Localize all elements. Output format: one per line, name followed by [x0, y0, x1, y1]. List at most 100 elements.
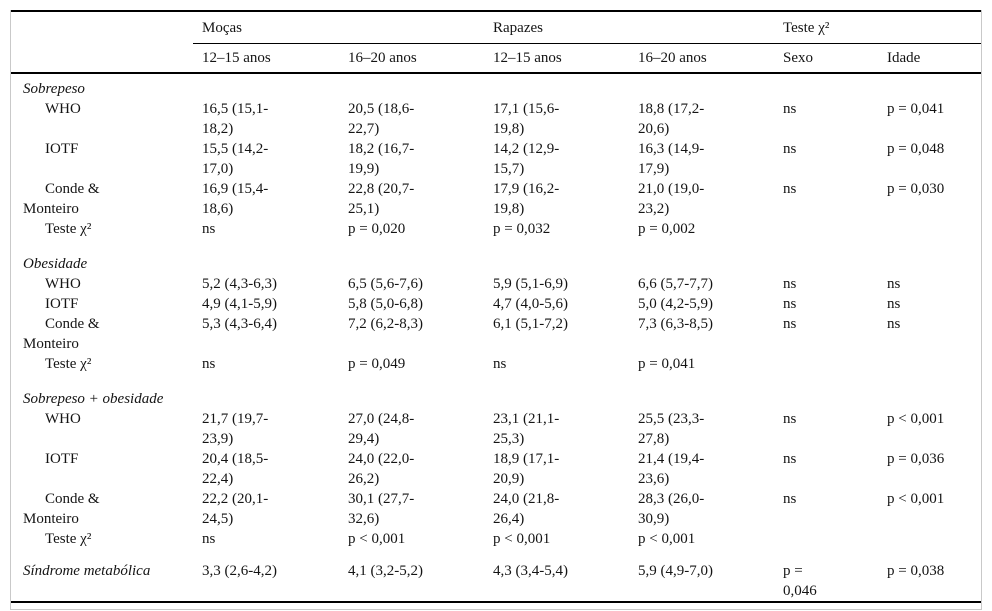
data-cell: 5,0 (4,2-5,9) — [638, 296, 713, 312]
col-header-rapazes-16-20: 16–20 anos — [629, 43, 775, 74]
group-header-row: Moças Rapazes Teste χ² — [11, 11, 982, 44]
data-cell: 5,8 (5,0-6,8) — [348, 296, 423, 312]
corner-cell — [11, 11, 193, 44]
data-cell: 14,2 (12,9- 15,7) — [493, 141, 560, 177]
data-cell: 18,8 (17,2- 20,6) — [638, 101, 705, 137]
data-cell: p = 0,030 — [887, 181, 945, 197]
data-cell — [193, 249, 339, 274]
data-cell: p < 0,001 — [493, 531, 551, 547]
row-label: WHO — [45, 411, 81, 427]
table-row-conde-monteiro: Conde & Monteiro 5,3 (4,3-6,4) 7,2 (6,2-… — [11, 314, 981, 354]
data-cell — [774, 219, 878, 249]
data-cell: p < 0,001 — [348, 531, 406, 547]
data-cell: 4,9 (4,1-5,9) — [202, 296, 277, 312]
data-cell: ns — [783, 411, 797, 427]
table-container: Moças Rapazes Teste χ² 12–15 anos 16–20 … — [10, 10, 982, 610]
data-cell: 4,1 (3,2-5,2) — [348, 563, 423, 579]
table-row-obesidade: Obesidade — [11, 249, 981, 274]
data-cell: ns — [783, 141, 797, 157]
sub-header-row: 12–15 anos 16–20 anos 12–15 anos 16–20 a… — [11, 43, 982, 74]
col-header-idade: Idade — [878, 43, 982, 74]
data-cell: ns — [783, 316, 797, 332]
data-cell: 7,2 (6,2-8,3) — [348, 316, 423, 332]
data-cell: 16,3 (14,9- 17,9) — [638, 141, 705, 177]
data-cell: 27,0 (24,8- 29,4) — [348, 411, 415, 447]
col-header-mocas-16-20: 16–20 anos — [339, 43, 484, 74]
table-row-iotf: IOTF 15,5 (14,2- 17,0) 18,2 (16,7- 19,9)… — [11, 139, 981, 179]
data-cell: 16,9 (15,4- 18,6) — [202, 181, 269, 217]
data-cell: p = 0,041 — [887, 101, 945, 117]
data-cell: 24,0 (21,8- 26,4) — [493, 491, 560, 527]
data-cell: 21,0 (19,0- 23,2) — [638, 181, 705, 217]
data-cell: 17,9 (16,2- 19,8) — [493, 181, 560, 217]
data-cell: 15,5 (14,2- 17,0) — [202, 141, 269, 177]
data-cell — [774, 249, 878, 274]
data-cell: p = 0,049 — [348, 356, 406, 372]
data-cell — [629, 73, 774, 99]
table-row-who: WHO 21,7 (19,7- 23,9) 27,0 (24,8- 29,4) … — [11, 409, 981, 449]
data-cell: ns — [887, 316, 901, 332]
data-cell — [774, 384, 878, 409]
row-label: IOTF — [45, 141, 79, 157]
row-label: WHO — [45, 101, 81, 117]
col-header-mocas-12-15: 12–15 anos — [193, 43, 339, 74]
data-cell — [484, 73, 629, 99]
data-cell — [339, 249, 484, 274]
data-cell: p = 0,020 — [348, 221, 406, 237]
data-cell — [484, 384, 629, 409]
row-label: Teste χ² — [45, 356, 92, 372]
data-cell: 18,9 (17,1- 20,9) — [493, 451, 560, 487]
data-cell — [878, 73, 981, 99]
row-label: Conde & Monteiro — [23, 491, 100, 527]
data-cell: ns — [887, 296, 901, 312]
data-cell: p = 0,038 — [887, 563, 945, 579]
row-label: Teste χ² — [45, 531, 92, 547]
data-cell: 22,8 (20,7- 25,1) — [348, 181, 415, 217]
data-cell: 7,3 (6,3-8,5) — [638, 316, 713, 332]
row-label: Síndrome metabólica — [23, 563, 151, 579]
data-cell: 24,0 (22,0- 26,2) — [348, 451, 415, 487]
data-cell: 5,3 (4,3-6,4) — [202, 316, 277, 332]
data-cell: ns — [887, 276, 901, 292]
data-cell: 17,1 (15,6- 19,8) — [493, 101, 560, 137]
data-cell: 25,5 (23,3- 27,8) — [638, 411, 705, 447]
data-cell — [193, 73, 339, 99]
data-cell: 5,2 (4,3-6,3) — [202, 276, 277, 292]
table-row-teste-chi2: Teste χ² ns p < 0,001 p < 0,001 p < 0,00… — [11, 529, 981, 559]
data-cell: p < 0,001 — [887, 411, 945, 427]
table-row-who: WHO 5,2 (4,3-6,3) 6,5 (5,6-7,6) 5,9 (5,1… — [11, 274, 981, 294]
data-cell: 20,5 (18,6- 22,7) — [348, 101, 415, 137]
data-cell: 3,3 (2,6-4,2) — [202, 563, 277, 579]
data-cell: 6,6 (5,7-7,7) — [638, 276, 713, 292]
data-cell: 30,1 (27,7- 32,6) — [348, 491, 415, 527]
data-cell — [878, 354, 981, 384]
data-cell — [878, 529, 981, 559]
col-header-sexo: Sexo — [774, 43, 879, 74]
data-cell: 28,3 (26,0- 30,9) — [638, 491, 705, 527]
data-cell: 4,3 (3,4-5,4) — [493, 563, 568, 579]
data-cell — [193, 384, 339, 409]
data-cell: p = 0,032 — [493, 221, 551, 237]
row-label: Sobrepeso — [23, 81, 85, 97]
data-cell: p < 0,001 — [638, 531, 696, 547]
data-cell — [774, 354, 878, 384]
table-row-iotf: IOTF 4,9 (4,1-5,9) 5,8 (5,0-6,8) 4,7 (4,… — [11, 294, 981, 314]
data-cell — [629, 384, 774, 409]
data-cell: ns — [202, 221, 216, 237]
data-cell: ns — [783, 451, 797, 467]
data-cell: ns — [783, 101, 797, 117]
table-row-conde-monteiro: Conde & Monteiro 22,2 (20,1- 24,5) 30,1 … — [11, 489, 981, 529]
data-cell: 5,9 (4,9-7,0) — [638, 563, 713, 579]
data-cell — [878, 249, 981, 274]
data-cell: p = 0,046 — [783, 563, 817, 599]
table-row-sobrepeso-obesidade: Sobrepeso + obesidade — [11, 384, 981, 409]
data-cell: ns — [783, 181, 797, 197]
table-row-sindrome-metabolica: Síndrome metabólica 3,3 (2,6-4,2) 4,1 (3… — [11, 559, 981, 602]
col-header-rapazes-12-15: 12–15 anos — [484, 43, 629, 74]
group-header-teste-chi2: Teste χ² — [774, 11, 982, 44]
group-header-mocas: Moças — [193, 11, 484, 44]
data-cell: 16,5 (15,1- 18,2) — [202, 101, 269, 137]
data-cell — [878, 219, 981, 249]
row-label: Obesidade — [23, 256, 88, 272]
